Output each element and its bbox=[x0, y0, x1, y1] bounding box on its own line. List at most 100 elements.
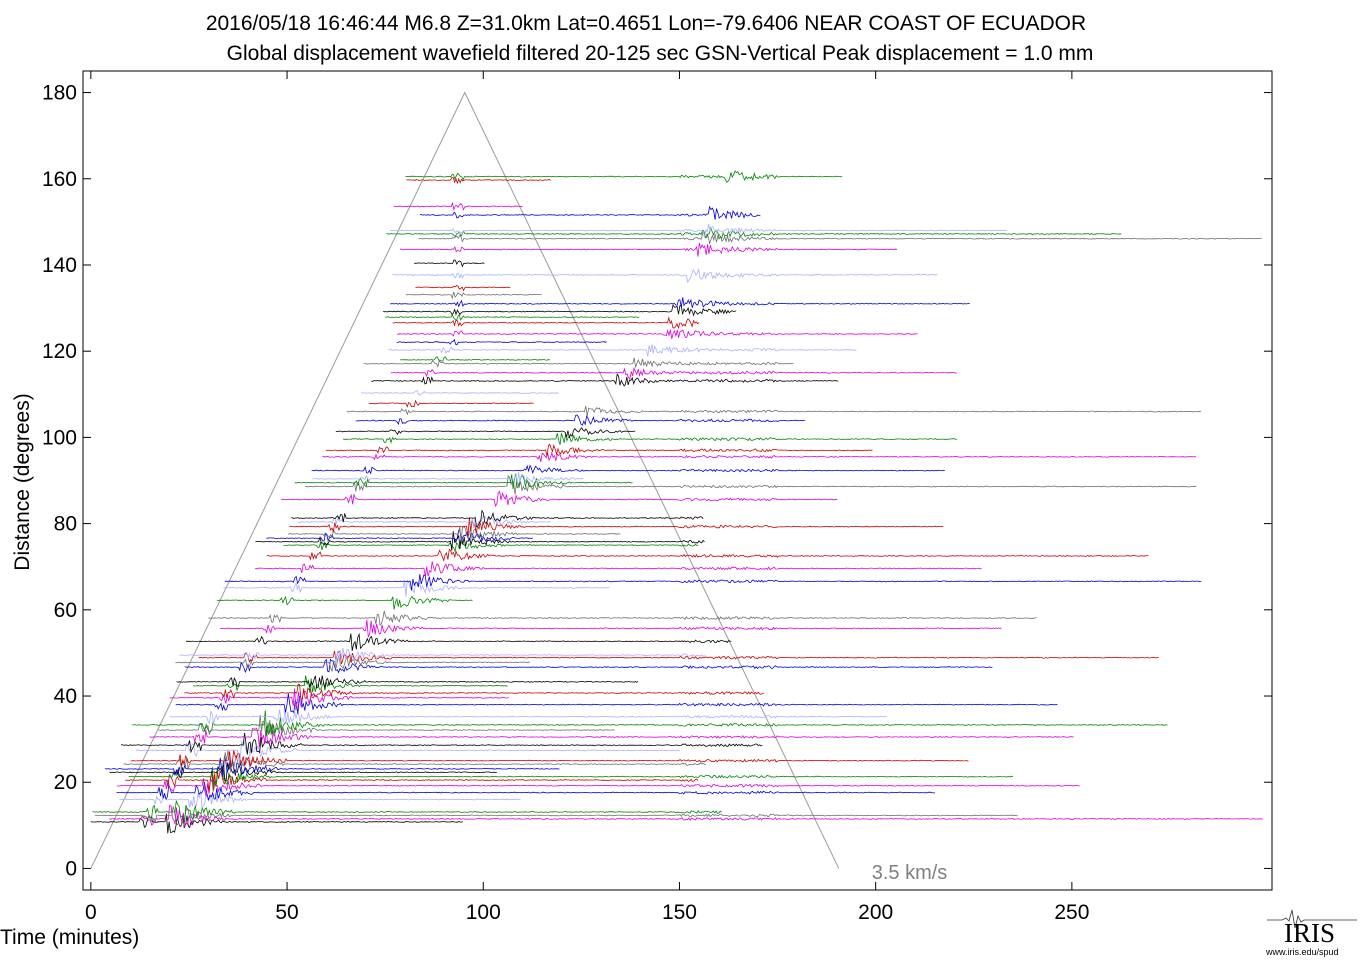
trace-2 bbox=[94, 806, 1018, 827]
trace-74 bbox=[389, 223, 1007, 238]
trace-24 bbox=[184, 658, 993, 674]
trace-41 bbox=[297, 515, 551, 530]
trace-60 bbox=[388, 344, 857, 357]
trace-73 bbox=[386, 226, 1122, 240]
trace-72 bbox=[418, 231, 1262, 245]
reference-line-3-5kms bbox=[90, 91, 840, 869]
y-tick-label: 140 bbox=[42, 254, 77, 277]
trace-51 bbox=[335, 427, 636, 439]
trace-37 bbox=[255, 531, 705, 551]
x-tick-label: 100 bbox=[466, 901, 501, 924]
y-tick-label: 60 bbox=[54, 599, 77, 622]
trace-14 bbox=[121, 732, 763, 755]
x-tick-label: 250 bbox=[1054, 901, 1089, 924]
chart-subtitle: Global displacement wavefield filtered 2… bbox=[226, 42, 1094, 65]
trace-64 bbox=[384, 313, 640, 322]
trace-22 bbox=[193, 675, 508, 694]
y-tick-label: 100 bbox=[42, 426, 77, 449]
trace-67 bbox=[405, 291, 542, 300]
trace-27 bbox=[179, 647, 706, 663]
trace-40 bbox=[289, 517, 944, 537]
trace-9 bbox=[109, 761, 497, 782]
trace-23 bbox=[176, 675, 639, 689]
trace-48 bbox=[322, 451, 1196, 462]
trace-54 bbox=[368, 399, 534, 408]
trace-0 bbox=[90, 813, 464, 834]
y-tick-label: 0 bbox=[65, 857, 77, 880]
trace-12 bbox=[130, 750, 969, 768]
x-tick-label: 150 bbox=[662, 901, 697, 924]
trace-43 bbox=[281, 490, 838, 508]
trace-75 bbox=[419, 205, 761, 220]
trace-13 bbox=[135, 739, 680, 762]
y-tick-label: 80 bbox=[54, 513, 77, 536]
trace-11 bbox=[123, 750, 707, 773]
trace-35 bbox=[266, 548, 1149, 562]
trace-25 bbox=[175, 655, 531, 672]
trace-1 bbox=[109, 805, 1263, 828]
y-tick-label: 160 bbox=[42, 168, 77, 191]
trace-44 bbox=[304, 474, 1197, 495]
y-tick-label: 40 bbox=[54, 685, 77, 708]
trace-57 bbox=[390, 366, 957, 380]
trace-69 bbox=[392, 268, 938, 284]
trace-53 bbox=[346, 405, 1202, 417]
trace-30 bbox=[208, 610, 1037, 626]
iris-logo-url: www.iris.edu/spud bbox=[1266, 947, 1339, 957]
trace-59 bbox=[400, 356, 551, 362]
trace-71 bbox=[399, 242, 898, 257]
trace-77 bbox=[406, 176, 551, 185]
trace-52 bbox=[355, 414, 805, 426]
trace-66 bbox=[390, 297, 970, 308]
trace-6 bbox=[116, 775, 1080, 797]
trace-45 bbox=[294, 473, 633, 489]
trace-49 bbox=[325, 443, 873, 457]
trace-19 bbox=[175, 693, 1058, 715]
trace-8 bbox=[128, 765, 1014, 790]
trace-36 bbox=[283, 539, 699, 553]
trace-18 bbox=[169, 707, 887, 725]
trace-78 bbox=[405, 170, 843, 183]
trace-62 bbox=[397, 328, 918, 339]
trace-58 bbox=[363, 357, 794, 368]
trace-17 bbox=[132, 710, 1168, 736]
x-tick-label: 0 bbox=[85, 901, 97, 924]
trace-26 bbox=[198, 650, 1159, 665]
chart-title: 2016/05/18 16:46:44 M6.8 Z=31.0km Lat=0.… bbox=[205, 12, 1087, 35]
trace-76 bbox=[393, 201, 523, 212]
trace-16 bbox=[158, 714, 615, 737]
trace-21 bbox=[184, 683, 765, 701]
trace-65 bbox=[383, 304, 737, 317]
trace-20 bbox=[169, 688, 510, 711]
trace-47 bbox=[311, 464, 945, 475]
reference-line-label: 3.5 km/s bbox=[872, 862, 948, 884]
trace-33 bbox=[224, 574, 1202, 591]
trace-61 bbox=[396, 338, 607, 346]
trace-46 bbox=[312, 472, 584, 484]
trace-29 bbox=[219, 619, 1002, 638]
plot-frame bbox=[82, 70, 1273, 891]
trace-10 bbox=[104, 755, 560, 778]
trace-7 bbox=[125, 769, 699, 792]
iris-logo-icon bbox=[1267, 909, 1357, 929]
trace-5 bbox=[116, 782, 936, 802]
y-tick-label: 120 bbox=[42, 340, 77, 363]
trace-63 bbox=[392, 316, 700, 329]
x-tick-label: 200 bbox=[858, 901, 893, 924]
trace-3 bbox=[92, 800, 722, 822]
trace-15 bbox=[149, 727, 1074, 748]
x-axis-label: Time (minutes) bbox=[0, 926, 140, 949]
trace-56 bbox=[371, 373, 839, 387]
trace-50 bbox=[343, 433, 958, 445]
trace-42 bbox=[291, 509, 704, 528]
trace-38 bbox=[266, 529, 533, 544]
trace-55 bbox=[361, 390, 559, 396]
trace-28 bbox=[185, 632, 732, 651]
trace-68 bbox=[415, 284, 511, 292]
trace-4 bbox=[119, 790, 521, 810]
trace-31 bbox=[216, 595, 473, 610]
y-tick-label: 20 bbox=[54, 771, 77, 794]
trace-34 bbox=[255, 561, 982, 577]
trace-39 bbox=[287, 525, 621, 542]
